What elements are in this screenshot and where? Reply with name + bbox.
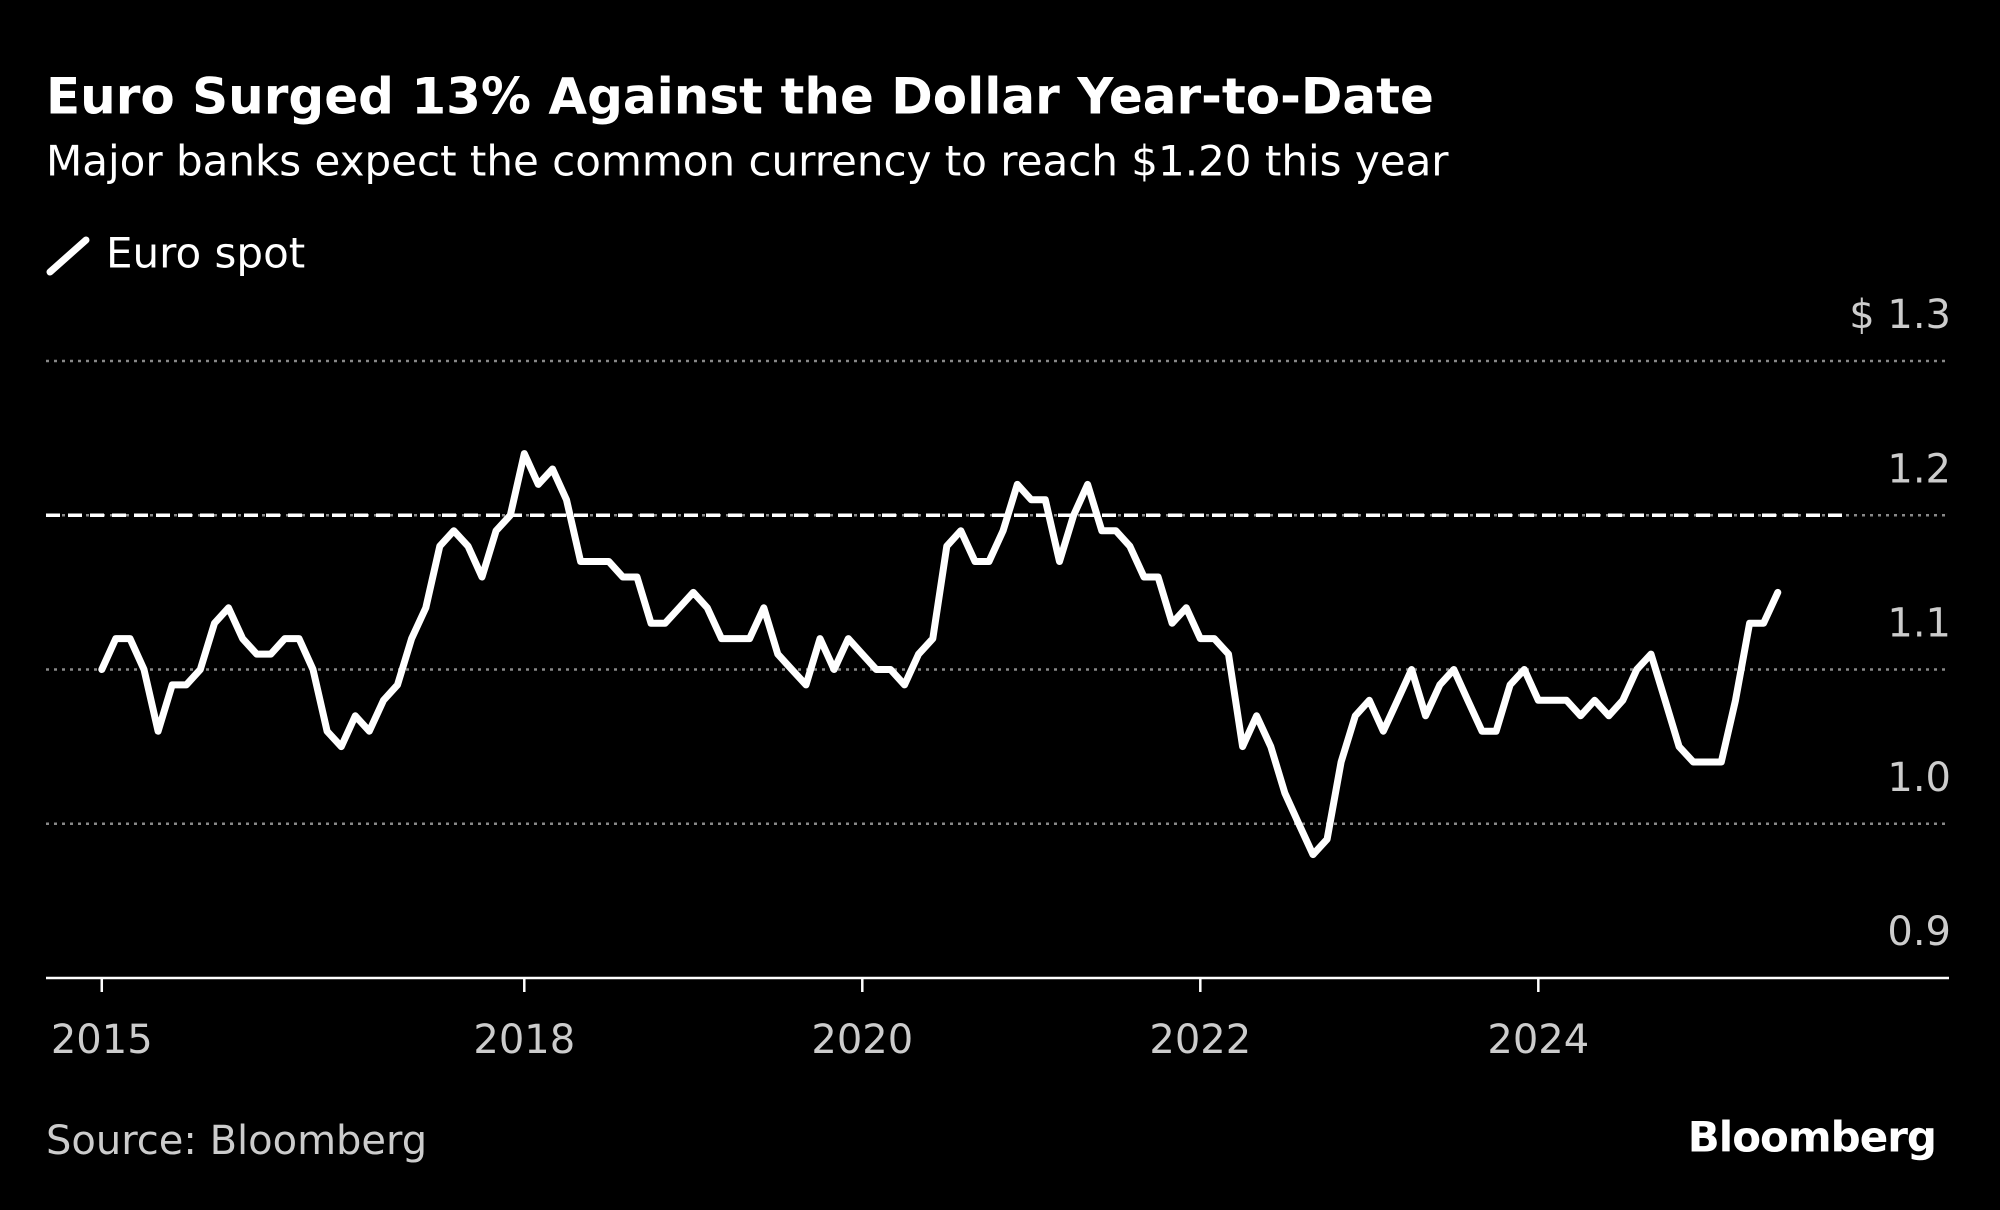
y-tick-label: 1.0	[1887, 755, 1951, 801]
x-tick-label: 2018	[473, 1017, 575, 1063]
y-tick-label: 1.1	[1887, 601, 1951, 647]
y-tick-label: $ 1.3	[1849, 292, 1951, 338]
y-tick-label: 0.9	[1887, 909, 1951, 955]
line-series	[98, 450, 1782, 859]
chart-title: Euro Surged 13% Against the Dollar Year-…	[46, 68, 1434, 126]
x-tick-label: 2024	[1487, 1017, 1589, 1063]
x-tick-label: 2020	[811, 1017, 913, 1063]
x-tick-label: 2015	[51, 1017, 153, 1063]
x-tick-label: 2022	[1149, 1017, 1251, 1063]
chart-subtitle: Major banks expect the common currency t…	[46, 137, 1449, 186]
y-tick-label: 1.2	[1887, 446, 1951, 492]
source: Source: Bloomberg	[46, 1118, 427, 1164]
legend-icon	[46, 236, 90, 276]
brand-logo: Bloomberg	[1688, 1113, 1936, 1162]
legend-label: Euro spot	[106, 229, 305, 278]
